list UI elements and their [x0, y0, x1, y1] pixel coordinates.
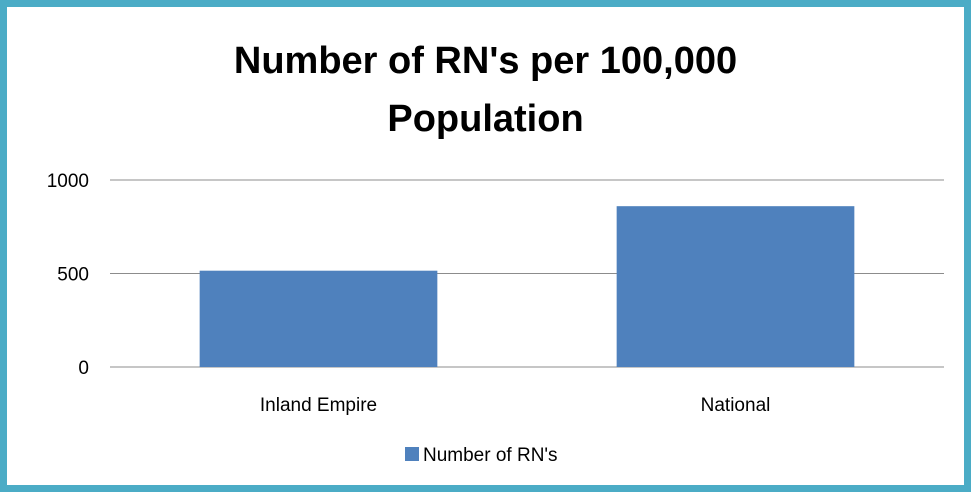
chart-title-line-2: Population — [387, 98, 584, 140]
legend: Number of RN's — [405, 445, 558, 466]
category-label: Inland Empire — [260, 395, 377, 416]
bar-inland-empire — [199, 270, 438, 367]
y-tick-label: 1000 — [47, 171, 89, 192]
legend-swatch — [405, 447, 419, 461]
y-tick-label: 500 — [57, 265, 89, 286]
legend-label: Number of RN's — [423, 445, 558, 466]
y-tick-label: 0 — [78, 358, 89, 379]
bars — [199, 206, 855, 367]
category-labels: Inland Empire National — [260, 395, 770, 416]
bar-national — [616, 206, 855, 367]
y-axis-tick-labels: 0 500 1000 — [47, 171, 89, 379]
chart-title-line-1: Number of RN's per 100,000 — [233, 40, 738, 82]
category-label: National — [701, 395, 771, 416]
